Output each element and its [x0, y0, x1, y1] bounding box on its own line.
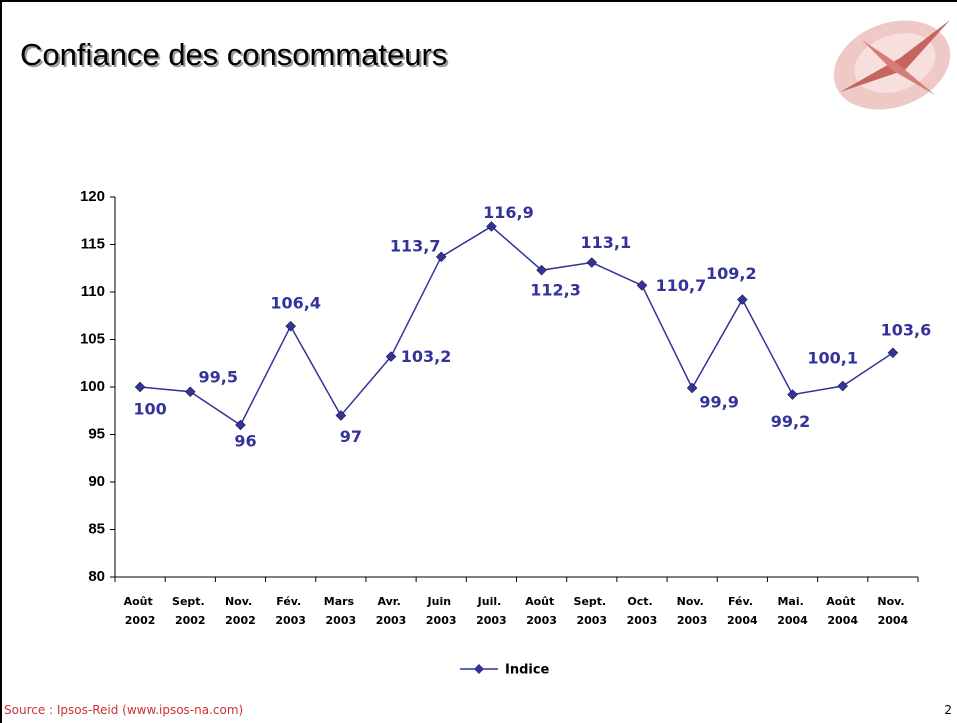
point-marker: [687, 383, 697, 393]
point-marker: [637, 280, 647, 290]
legend-marker: [474, 664, 484, 674]
value-label: 103,6: [881, 320, 932, 339]
y-tick-label: 95: [88, 425, 105, 442]
page-number: 2: [944, 703, 952, 717]
point-marker: [888, 348, 898, 358]
value-label: 96: [234, 432, 256, 451]
slide: Confiance des consommateurs Confiance de…: [0, 0, 957, 723]
y-tick-label: 110: [81, 283, 105, 300]
point-marker: [235, 420, 245, 430]
value-label: 100: [133, 400, 166, 419]
x-tick-label: Nov. 2003: [677, 595, 708, 627]
x-tick-label: Mai. 2004: [777, 595, 808, 627]
value-label: 103,2: [401, 347, 452, 366]
point-marker: [788, 390, 798, 400]
value-label: 113,1: [580, 233, 631, 252]
point-marker: [135, 382, 145, 392]
value-label: 116,9: [483, 203, 534, 222]
series-line: [140, 226, 893, 425]
y-tick-label: 85: [88, 520, 105, 537]
chart-title: Confiance des consommateurs: [20, 37, 447, 72]
y-tick-label: 120: [80, 188, 105, 205]
x-tick-label: Mars 2003: [324, 595, 358, 627]
x-tick-label: Juin 2003: [426, 595, 457, 627]
x-tick-label: Sept. 2003: [574, 595, 611, 627]
y-tick-label: 105: [80, 330, 105, 347]
x-tick-label: Oct. 2003: [627, 595, 658, 627]
y-tick-label: 115: [81, 235, 105, 252]
point-marker: [838, 381, 848, 391]
compass-icon: [821, 5, 957, 125]
x-tick-label: Fév. 2004: [727, 595, 758, 627]
x-tick-label: Nov. 2004: [877, 595, 908, 627]
source: Source : Ipsos-Reid (www.ipsos-na.com): [4, 703, 243, 717]
y-tick-label: 80: [88, 568, 105, 585]
legend-label: Indice: [505, 663, 550, 678]
value-label: 97: [340, 427, 362, 446]
value-label: 113,7: [390, 236, 441, 255]
x-tick-label: Août 2003: [525, 595, 558, 627]
value-label: 99,9: [699, 392, 738, 411]
value-label: 106,4: [270, 294, 321, 313]
point-marker: [185, 387, 195, 397]
value-label: 99,5: [199, 367, 238, 386]
x-tick-label: Avr. 2003: [376, 595, 407, 627]
point-marker: [587, 258, 597, 268]
x-tick-label: Août 2004: [826, 595, 859, 627]
x-tick-label: Juil. 2003: [476, 595, 507, 627]
value-label: 100,1: [807, 349, 858, 368]
point-marker: [286, 321, 296, 331]
x-tick-label: Août 2002: [124, 595, 157, 627]
value-label: 109,2: [706, 264, 757, 283]
x-tick-label: Sept. 2002: [172, 595, 209, 627]
point-marker: [737, 295, 747, 305]
value-label: 110,7: [656, 276, 707, 295]
value-label: 99,2: [771, 412, 810, 431]
x-tick-label: Fév. 2003: [275, 595, 306, 627]
x-tick-label: Nov. 2002: [225, 595, 256, 627]
value-label: 112,3: [530, 281, 581, 300]
y-tick-label: 90: [88, 473, 105, 490]
y-tick-label: 100: [80, 378, 105, 395]
